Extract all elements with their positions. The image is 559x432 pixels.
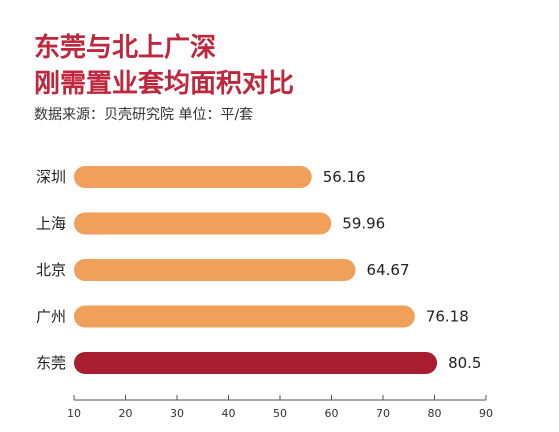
bar-2	[74, 212, 332, 235]
value-label: 59.96	[342, 215, 385, 233]
bar-1	[74, 166, 312, 188]
value-label: 64.67	[367, 261, 410, 279]
category-label: 东莞	[36, 354, 66, 372]
x-tick-label: 60	[325, 407, 339, 420]
bar-5	[74, 352, 438, 374]
category-label: 广州	[36, 308, 66, 326]
x-tick-label: 80	[428, 407, 442, 420]
chart-title-line1: 东莞与北上广深	[34, 33, 217, 63]
bar-4	[74, 305, 415, 328]
x-tick-label: 90	[479, 407, 493, 420]
x-tick-label: 20	[119, 407, 133, 420]
value-label: 56.16	[323, 168, 366, 186]
x-tick-label: 10	[67, 407, 81, 420]
value-label: 76.18	[426, 308, 469, 326]
x-tick-label: 40	[222, 407, 236, 420]
x-tick-label: 30	[170, 407, 184, 420]
x-tick-label: 50	[273, 407, 287, 420]
chart-title-line2: 刚需置业套均面积对比	[34, 69, 295, 99]
bar-3	[74, 259, 356, 281]
category-label: 北京	[36, 261, 66, 279]
source-note: 数据来源：贝壳研究院 单位：平/套	[34, 107, 254, 123]
chart-title: 东莞与北上广深 刚需置业套均面积对比	[34, 30, 294, 102]
x-tick-label: 70	[376, 407, 390, 420]
category-label: 深圳	[36, 168, 66, 186]
value-label: 80.5	[448, 354, 481, 372]
category-label: 上海	[36, 215, 66, 233]
